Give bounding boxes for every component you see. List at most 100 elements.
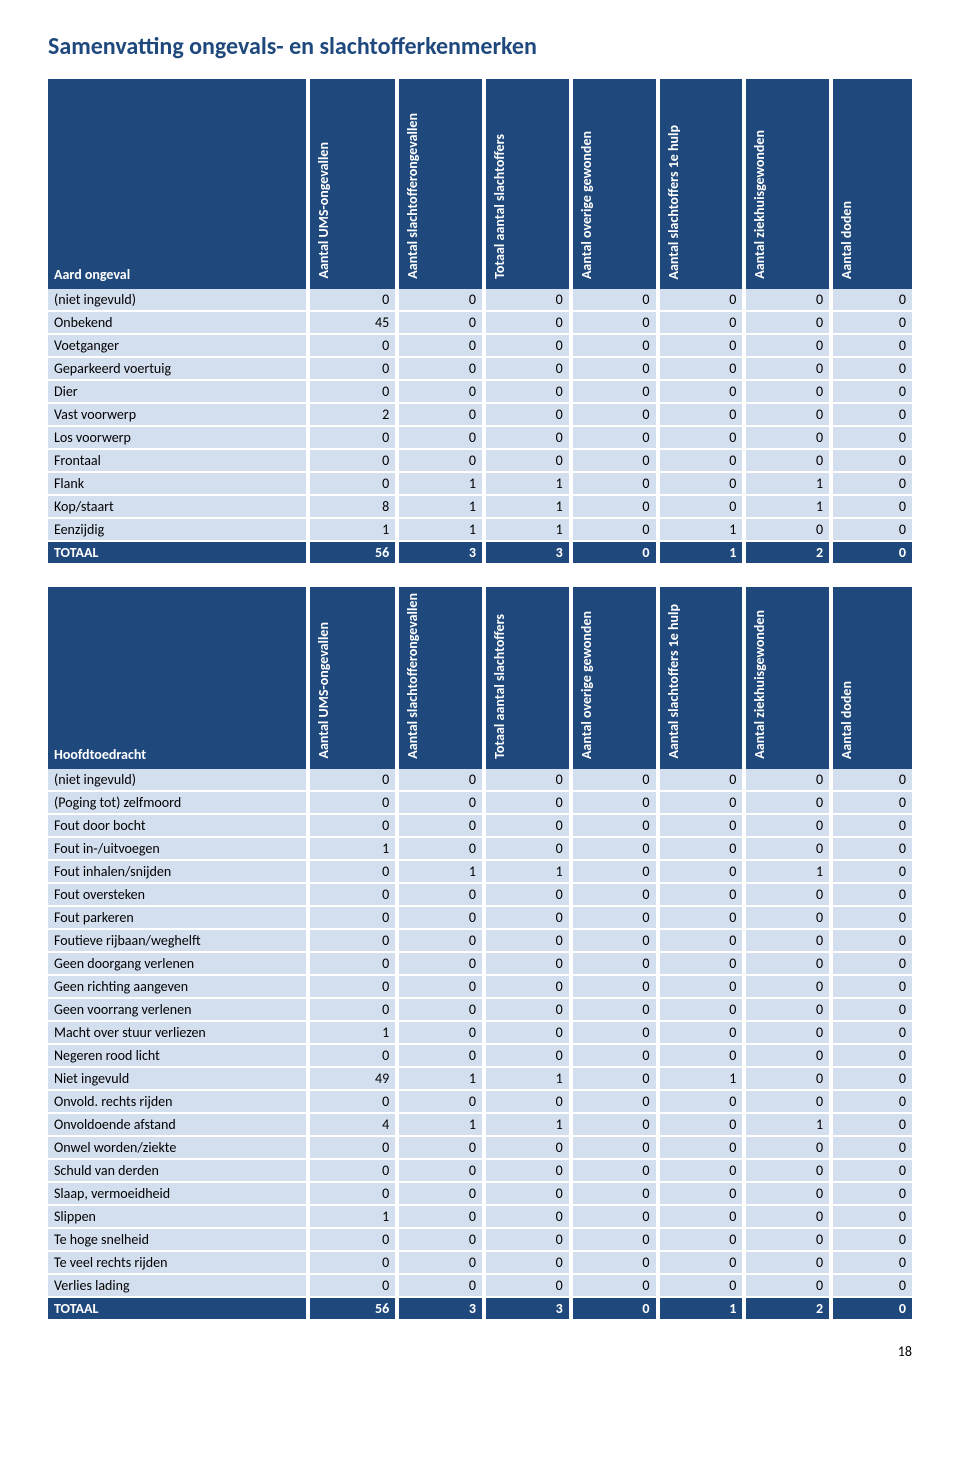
page-title: Samenvatting ongevals- en slachtofferken… [48, 32, 912, 61]
cell: 0 [484, 791, 571, 814]
cell: 0 [744, 334, 831, 357]
cell: 0 [658, 1182, 745, 1205]
total-cell: 1 [658, 1297, 745, 1320]
cell: 0 [571, 357, 658, 380]
cell: 0 [484, 1136, 571, 1159]
cell: 0 [744, 1182, 831, 1205]
cell: 0 [484, 1159, 571, 1182]
cell: 0 [658, 998, 745, 1021]
cell: 0 [484, 403, 571, 426]
cell: 0 [484, 837, 571, 860]
cell: 0 [744, 1228, 831, 1251]
cell: 0 [397, 952, 484, 975]
total-cell: 3 [397, 541, 484, 564]
row-label: Verlies lading [48, 1274, 308, 1297]
cell: 0 [571, 403, 658, 426]
cell: 0 [658, 1113, 745, 1136]
cell: 1 [744, 495, 831, 518]
cell: 0 [308, 1159, 397, 1182]
cell: 1 [484, 1067, 571, 1090]
cell: 0 [658, 495, 745, 518]
table-row: Kop/staart8110010 [48, 495, 912, 518]
cell: 0 [658, 837, 745, 860]
cell: 0 [744, 883, 831, 906]
cell: 0 [571, 814, 658, 837]
cell: 0 [571, 1228, 658, 1251]
cell: 0 [831, 403, 912, 426]
table-row: (Poging tot) zelfmoord0000000 [48, 791, 912, 814]
table-row: Dier0000000 [48, 380, 912, 403]
cell: 0 [831, 1067, 912, 1090]
cell: 0 [744, 929, 831, 952]
col-header: Aantal UMS-ongevallen [308, 587, 397, 769]
cell: 0 [571, 311, 658, 334]
cell: 0 [744, 1021, 831, 1044]
cell: 4 [308, 1113, 397, 1136]
cell: 0 [744, 289, 831, 311]
table-row: Onvoldoende afstand4110010 [48, 1113, 912, 1136]
col-header: Aantal ziekhuisgewonden [744, 79, 831, 289]
cell: 0 [397, 769, 484, 791]
cell: 0 [308, 883, 397, 906]
cell: 0 [571, 1067, 658, 1090]
cell: 0 [571, 334, 658, 357]
page-number: 18 [48, 1343, 912, 1360]
col-header: Aantal slachtoffers 1e hulp [658, 79, 745, 289]
table-row: Te veel rechts rijden0000000 [48, 1251, 912, 1274]
total-cell: 2 [744, 1297, 831, 1320]
cell: 0 [831, 769, 912, 791]
cell: 0 [484, 883, 571, 906]
table-row: Flank0110010 [48, 472, 912, 495]
cell: 0 [397, 883, 484, 906]
cell: 0 [484, 1044, 571, 1067]
cell: 0 [484, 1021, 571, 1044]
cell: 0 [308, 791, 397, 814]
cell: 0 [658, 289, 745, 311]
cell: 0 [831, 998, 912, 1021]
cell: 1 [484, 495, 571, 518]
cell: 0 [744, 998, 831, 1021]
cell: 0 [397, 1251, 484, 1274]
cell: 0 [658, 1274, 745, 1297]
cell: 0 [308, 334, 397, 357]
cell: 1 [397, 860, 484, 883]
cell: 0 [658, 449, 745, 472]
cell: 0 [484, 357, 571, 380]
cell: 0 [397, 289, 484, 311]
cell: 0 [831, 426, 912, 449]
total-cell: 56 [308, 1297, 397, 1320]
cell: 0 [484, 814, 571, 837]
cell: 0 [484, 906, 571, 929]
cell: 0 [571, 1044, 658, 1067]
col-header: Aantal overige gewonden [571, 79, 658, 289]
cell: 0 [308, 289, 397, 311]
row-label: Slippen [48, 1205, 308, 1228]
cell: 0 [571, 449, 658, 472]
table-row: Vast voorwerp2000000 [48, 403, 912, 426]
cell: 0 [831, 1182, 912, 1205]
cell: 0 [308, 998, 397, 1021]
row-label: Vast voorwerp [48, 403, 308, 426]
cell: 0 [744, 1067, 831, 1090]
cell: 0 [484, 975, 571, 998]
cell: 0 [744, 1136, 831, 1159]
cell: 1 [397, 472, 484, 495]
cell: 0 [744, 449, 831, 472]
row-label: Schuld van derden [48, 1159, 308, 1182]
cell: 0 [831, 929, 912, 952]
total-cell: 2 [744, 541, 831, 564]
cell: 0 [484, 334, 571, 357]
table-row: Slaap, vermoeidheid0000000 [48, 1182, 912, 1205]
cell: 0 [397, 357, 484, 380]
cell: 0 [397, 380, 484, 403]
cell: 0 [831, 472, 912, 495]
cell: 0 [658, 791, 745, 814]
cell: 0 [831, 357, 912, 380]
cell: 0 [658, 952, 745, 975]
row-label: Onwel worden/ziekte [48, 1136, 308, 1159]
row-label: Slaap, vermoeidheid [48, 1182, 308, 1205]
cell: 1 [397, 1113, 484, 1136]
cell: 0 [831, 952, 912, 975]
col-header: Aantal slachtofferongevallen [397, 79, 484, 289]
cell: 0 [658, 1205, 745, 1228]
